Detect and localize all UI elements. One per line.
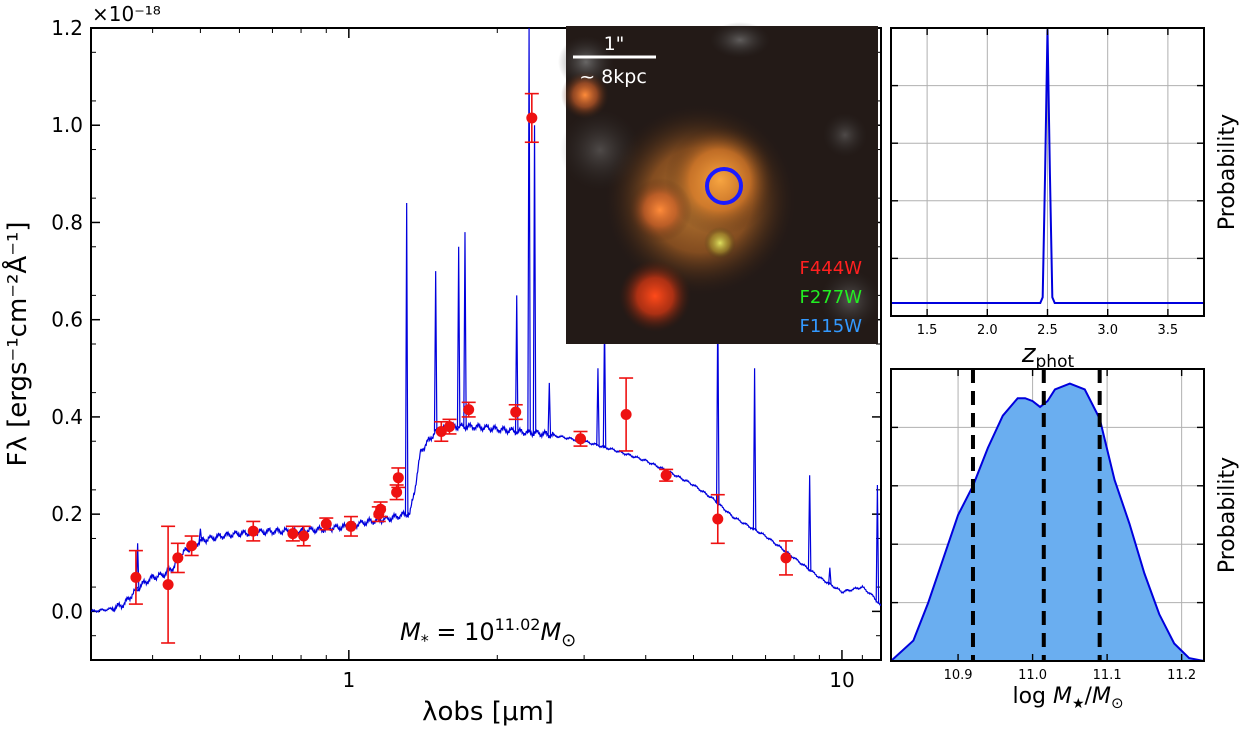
x-tick-label: 10.9	[944, 668, 973, 683]
sed-y-tick-label: 0.6	[51, 308, 83, 332]
sed-x-tick-label: 10	[829, 668, 854, 692]
photometry-marker	[620, 408, 632, 420]
photometry-point	[573, 430, 588, 447]
photometry-point	[524, 92, 539, 144]
x-tick-label: 2.0	[977, 323, 998, 338]
image-inset: 1" ~ 8kpc F444W F277W F115W	[558, 22, 880, 344]
photometry-marker	[162, 579, 174, 591]
inset-sources	[558, 22, 880, 332]
photometry-point	[319, 517, 334, 531]
photometry-marker	[510, 406, 522, 418]
photometry-point	[710, 493, 725, 545]
photometry-marker	[287, 528, 299, 540]
photometry-point	[391, 467, 406, 489]
zphot-grid	[891, 28, 1204, 316]
sed-y-tick-label: 0.0	[51, 599, 83, 623]
photometry-marker	[443, 421, 455, 433]
x-tick-label: 1.5	[917, 323, 938, 338]
photometry-point	[285, 525, 300, 542]
photometry-marker	[375, 503, 387, 515]
x-tick-label: 2.5	[1037, 323, 1058, 338]
sed-photometry	[128, 92, 793, 644]
physical-scale-label: ~ 8kpc	[579, 66, 647, 88]
photometry-marker	[186, 540, 198, 552]
photometry-marker	[130, 571, 142, 583]
photometry-point	[442, 418, 457, 435]
photometry-point	[343, 515, 358, 537]
zphot-axis-ticks: 1.5 2.0 2.5 3.0 3.5	[891, 28, 1204, 338]
photometry-point	[373, 501, 388, 518]
photometry-marker	[247, 525, 259, 537]
photometry-point	[778, 540, 793, 576]
photometry-point	[508, 403, 523, 421]
sed-y-axis-label: Fλ [ergs⁻¹cm⁻²Å⁻¹]	[1, 221, 33, 466]
zphot-y-axis-label: Probability	[1215, 114, 1240, 230]
photometry-marker	[712, 513, 724, 525]
photometry-point	[184, 535, 199, 557]
photometry-point	[296, 525, 311, 547]
sed-y-tick-label: 0.4	[51, 405, 83, 429]
mass-panel: 10.9 11.0 11.1 11.2 log M★/M⊙ Probability	[890, 368, 1240, 712]
photometry-marker	[392, 472, 404, 484]
mass-percentile-lines	[970, 369, 1102, 661]
photometry-marker	[320, 518, 332, 530]
zphot-panel: 1.5 2.0 2.5 3.0 3.5 zphot Probability	[890, 27, 1240, 372]
photometry-point	[461, 401, 476, 418]
mass-y-axis-label: Probability	[1215, 457, 1240, 573]
photometry-marker	[575, 433, 587, 445]
pdf-fill	[891, 383, 1204, 661]
photometry-point	[659, 468, 674, 482]
photometry-marker	[345, 520, 357, 532]
sed-y-tick-label: 0.2	[51, 502, 83, 526]
photometry-marker	[463, 404, 475, 416]
photometry-point	[161, 525, 176, 644]
x-tick-label: 11.0	[1018, 668, 1047, 683]
x-tick-label: 3.5	[1158, 323, 1179, 338]
photometry-point	[246, 520, 261, 542]
photometry-point	[170, 542, 185, 574]
photometry-marker	[780, 552, 792, 564]
filter-label-f277w: F277W	[799, 287, 862, 308]
photometry-point	[389, 484, 404, 501]
x-tick-label: 3.0	[1097, 323, 1118, 338]
x-tick-label: 11.1	[1093, 668, 1122, 683]
photometry-marker	[172, 552, 184, 564]
sed-y-tick-label: 1.0	[51, 113, 83, 137]
aperture-circle	[705, 167, 743, 205]
photometry-point	[619, 377, 634, 452]
scale-bar-label: 1"	[604, 33, 625, 55]
x-tick-label: 11.2	[1167, 668, 1196, 683]
mass-axis-ticks: 10.9 11.0 11.1 11.2	[891, 369, 1204, 683]
mass-x-axis-label: log M★/M⊙	[1012, 684, 1123, 712]
y-multiplier: ×10⁻¹⁸	[92, 2, 161, 26]
sed-x-axis-label: λobs [μm]	[422, 697, 554, 727]
sed-y-tick-label: 0.8	[51, 210, 83, 234]
sed-model-line	[91, 28, 881, 614]
sed-axis-ticks: 0.0 0.2 0.4 0.6 0.8 1.0 1.2 1 10	[51, 16, 882, 692]
sed-x-tick-label: 1	[342, 668, 355, 692]
photometry-marker	[526, 112, 538, 124]
sed-model-spectrum	[91, 28, 881, 614]
filter-label-f444w: F444W	[799, 258, 862, 279]
photometry-marker	[391, 486, 403, 498]
photometry-point	[128, 549, 143, 605]
photometry-marker	[298, 530, 310, 542]
sed-y-tick-label: 1.2	[51, 16, 83, 40]
stellar-mass-annotation: M* = 1011.02M⊙	[400, 615, 576, 651]
photometry-marker	[660, 469, 672, 481]
zphot-x-axis-label: zphot	[1021, 339, 1075, 372]
filter-label-f115w: F115W	[799, 316, 862, 337]
